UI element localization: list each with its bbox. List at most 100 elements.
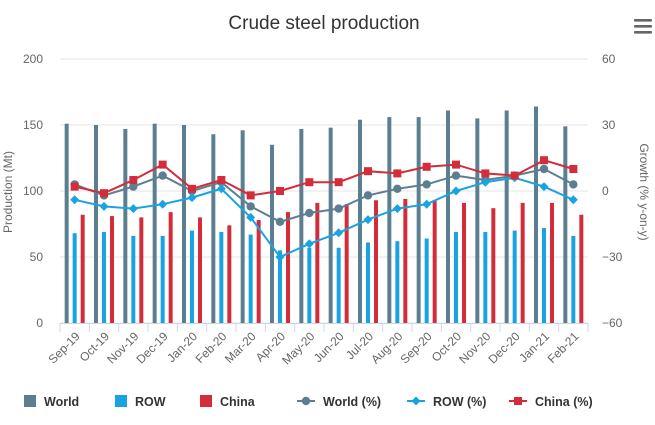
bar	[211, 134, 216, 323]
line-point	[216, 184, 226, 194]
x-tick-label: Aug-20	[368, 329, 405, 366]
line-point	[540, 156, 548, 165]
bar	[432, 200, 437, 323]
bar	[520, 202, 525, 323]
line-point	[305, 178, 314, 187]
bar-series-row	[72, 227, 576, 323]
line-point	[188, 184, 196, 193]
bar	[219, 231, 224, 323]
bar	[563, 126, 568, 323]
legend-label: ROW (%)	[433, 395, 486, 409]
bars	[64, 106, 584, 324]
line-point	[334, 204, 343, 213]
line-point	[539, 182, 549, 192]
legend-item[interactable]: China (%)	[509, 395, 593, 409]
line-point	[158, 171, 167, 180]
line-point	[187, 193, 197, 203]
bar	[131, 235, 136, 323]
line-point	[452, 160, 460, 169]
line-point	[217, 176, 226, 184]
bar	[307, 247, 312, 323]
bar	[424, 238, 429, 323]
legend-item[interactable]: China	[200, 395, 256, 409]
line-point	[514, 397, 522, 405]
y-right-tick-label: 60	[602, 52, 616, 66]
bar	[491, 208, 496, 323]
bar	[160, 235, 165, 323]
x-tick-label: Nov-19	[104, 329, 141, 366]
bar	[286, 212, 290, 323]
x-tick-label: Sep-20	[398, 329, 435, 366]
bar	[387, 117, 392, 323]
bar	[248, 234, 253, 323]
hamburger-menu-icon[interactable]	[630, 15, 655, 37]
bar	[299, 128, 304, 323]
y-right-tick-label: 0	[602, 184, 609, 198]
bar	[374, 200, 378, 323]
bar	[328, 127, 333, 323]
bar	[550, 202, 554, 323]
line-series-row	[70, 173, 578, 262]
bar	[336, 247, 341, 323]
line-point	[451, 186, 461, 196]
bar	[366, 242, 370, 323]
legend-symbol	[24, 395, 36, 407]
line-point	[70, 182, 79, 191]
line-point	[70, 195, 80, 205]
line-path	[74, 167, 574, 223]
bar	[256, 220, 261, 323]
line-point	[481, 169, 490, 178]
legend-label: World (%)	[323, 395, 381, 409]
bar	[395, 241, 400, 323]
x-tick-label: Jun-20	[311, 329, 347, 365]
line-point	[304, 239, 314, 249]
y-left-tick-label: 50	[30, 250, 44, 264]
line-point	[539, 164, 549, 174]
bar	[358, 119, 362, 323]
bar	[579, 214, 584, 323]
legend-label: China	[220, 395, 256, 409]
x-tick-label: Feb-21	[545, 329, 582, 366]
line-point	[393, 169, 402, 178]
x-tick-label: Sep-19	[46, 329, 83, 366]
line-point	[276, 187, 284, 195]
y-axis-right-title: Growth (% y-on-y)	[637, 143, 651, 240]
legend-item[interactable]: ROW	[115, 395, 166, 409]
bar	[190, 230, 194, 323]
bar	[152, 123, 157, 324]
bar	[227, 225, 232, 323]
legend-item[interactable]: World (%)	[297, 395, 381, 409]
line-path	[74, 159, 574, 197]
bar	[475, 118, 480, 324]
bar	[344, 204, 349, 323]
bar	[198, 217, 202, 323]
y-axis-left-title: Production (Mt)	[1, 151, 15, 233]
line-point	[129, 182, 138, 191]
line-point	[411, 396, 421, 406]
legend-label: ROW	[135, 395, 166, 409]
grid-lines	[60, 58, 588, 324]
bar	[454, 231, 458, 323]
line-point	[451, 171, 461, 180]
bar-series-china	[80, 198, 584, 323]
line-point	[422, 199, 432, 209]
line-point	[334, 178, 343, 187]
line-point	[275, 252, 285, 262]
line-point	[422, 162, 431, 171]
line-point	[246, 212, 256, 222]
legend-item[interactable]: ROW (%)	[407, 395, 486, 409]
growth-lines	[70, 156, 578, 262]
bar	[110, 216, 114, 323]
line-point	[100, 189, 108, 198]
line-point	[301, 396, 311, 406]
bar-series-world	[64, 106, 568, 324]
bar	[542, 227, 546, 323]
legend-item[interactable]: World	[24, 395, 79, 409]
bar	[483, 231, 488, 323]
line-point	[363, 191, 373, 200]
line-point	[480, 177, 490, 187]
y-left-tick-label: 150	[23, 118, 43, 132]
bar	[102, 231, 106, 323]
y-left-tick-label: 0	[36, 316, 43, 330]
